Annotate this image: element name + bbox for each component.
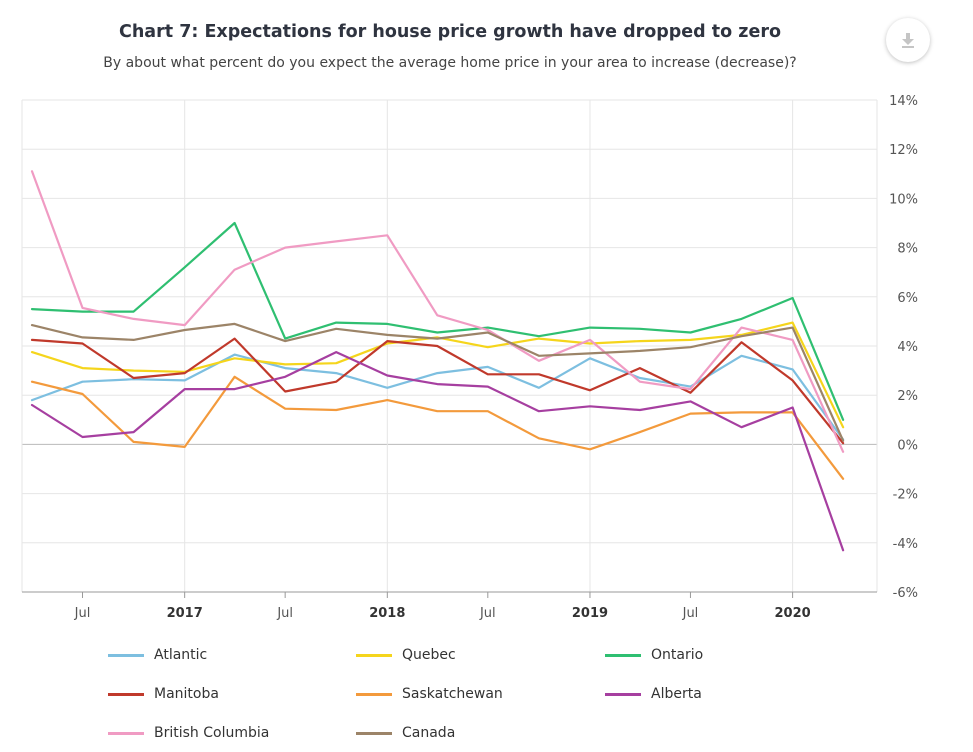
series-line-atlantic <box>30 353 845 441</box>
series-line-alberta <box>30 351 845 552</box>
series-line-quebec <box>30 321 845 429</box>
chart-subtitle: By about what percent do you expect the … <box>103 55 797 71</box>
chart-title: Chart 7: Expectations for house price gr… <box>119 22 781 42</box>
x-tick-label: Jul <box>74 606 91 621</box>
legend-label: British Columbia <box>154 725 270 741</box>
series-line-manitoba <box>30 337 845 445</box>
legend-label: Canada <box>402 725 456 741</box>
legend-swatch <box>356 653 392 657</box>
grid-layer <box>21 99 878 593</box>
series-line-canada <box>30 322 845 442</box>
tick-label-layer: 14% 12% 10% 8% 6% 4% 2% 0% -2% -4% -6% Jul 2017 Jul 20… <box>74 94 918 621</box>
x-tick-label: Jul <box>276 606 293 621</box>
y-tick-label: 12% <box>889 143 918 158</box>
series-line-ontario <box>30 221 845 421</box>
legend-swatch <box>108 653 144 657</box>
legend-swatch <box>108 731 144 735</box>
x-tick-label: Jul <box>682 606 699 621</box>
y-tick-label: 4% <box>897 340 918 355</box>
legend-item-british-columbia[interactable]: British Columbia <box>108 725 269 741</box>
legend-swatch <box>356 731 392 735</box>
y-tick-label: 0% <box>897 438 918 453</box>
axis-layer <box>22 591 877 598</box>
chart-legend: Atlantic Quebec Ontario Manitoba Saskatchewa… <box>0 640 973 752</box>
legend-swatch <box>108 692 144 696</box>
y-tick-label: 14% <box>889 94 918 109</box>
x-tick-label: 2019 <box>572 606 608 621</box>
legend-label: Quebec <box>402 647 456 663</box>
legend-item-alberta[interactable]: Alberta <box>605 686 702 702</box>
legend-item-quebec[interactable]: Quebec <box>356 647 456 663</box>
legend-item-canada[interactable]: Canada <box>356 725 455 741</box>
x-tick-label: Jul <box>479 606 496 621</box>
legend-label: Atlantic <box>154 647 208 663</box>
legend-swatch <box>605 692 641 696</box>
y-tick-label: 2% <box>897 389 918 404</box>
y-tick-label: 8% <box>897 242 918 257</box>
legend-item-manitoba[interactable]: Manitoba <box>108 686 219 702</box>
line-chart: 14% 12% 10% 8% 6% 4% 2% 0% -2% -4% -6% Jul 2017 Jul 20… <box>21 94 918 621</box>
y-tick-label: -2% <box>893 488 918 503</box>
series-line-saskatchewan <box>30 375 845 480</box>
x-tick-label: 2020 <box>775 606 811 621</box>
download-icon <box>902 33 914 48</box>
y-tick-label: -6% <box>893 586 918 601</box>
legend-label: Saskatchewan <box>402 686 503 702</box>
legend-label: Manitoba <box>154 686 219 702</box>
y-tick-label: 6% <box>897 291 918 306</box>
legend-label: Alberta <box>651 686 702 702</box>
y-tick-label: 10% <box>889 192 918 207</box>
y-tick-label: -4% <box>893 537 918 552</box>
legend-item-saskatchewan[interactable]: Saskatchewan <box>356 686 503 702</box>
x-tick-label: 2018 <box>369 606 405 621</box>
x-tick-label: 2017 <box>167 606 203 621</box>
series-layer <box>30 170 845 552</box>
legend-item-ontario[interactable]: Ontario <box>605 647 703 663</box>
legend-swatch <box>356 692 392 696</box>
download-button[interactable] <box>886 18 930 62</box>
series-line-british-columbia <box>30 170 845 453</box>
legend-swatch <box>605 653 641 657</box>
legend-label: Ontario <box>651 647 704 663</box>
legend-item-atlantic[interactable]: Atlantic <box>108 647 207 663</box>
